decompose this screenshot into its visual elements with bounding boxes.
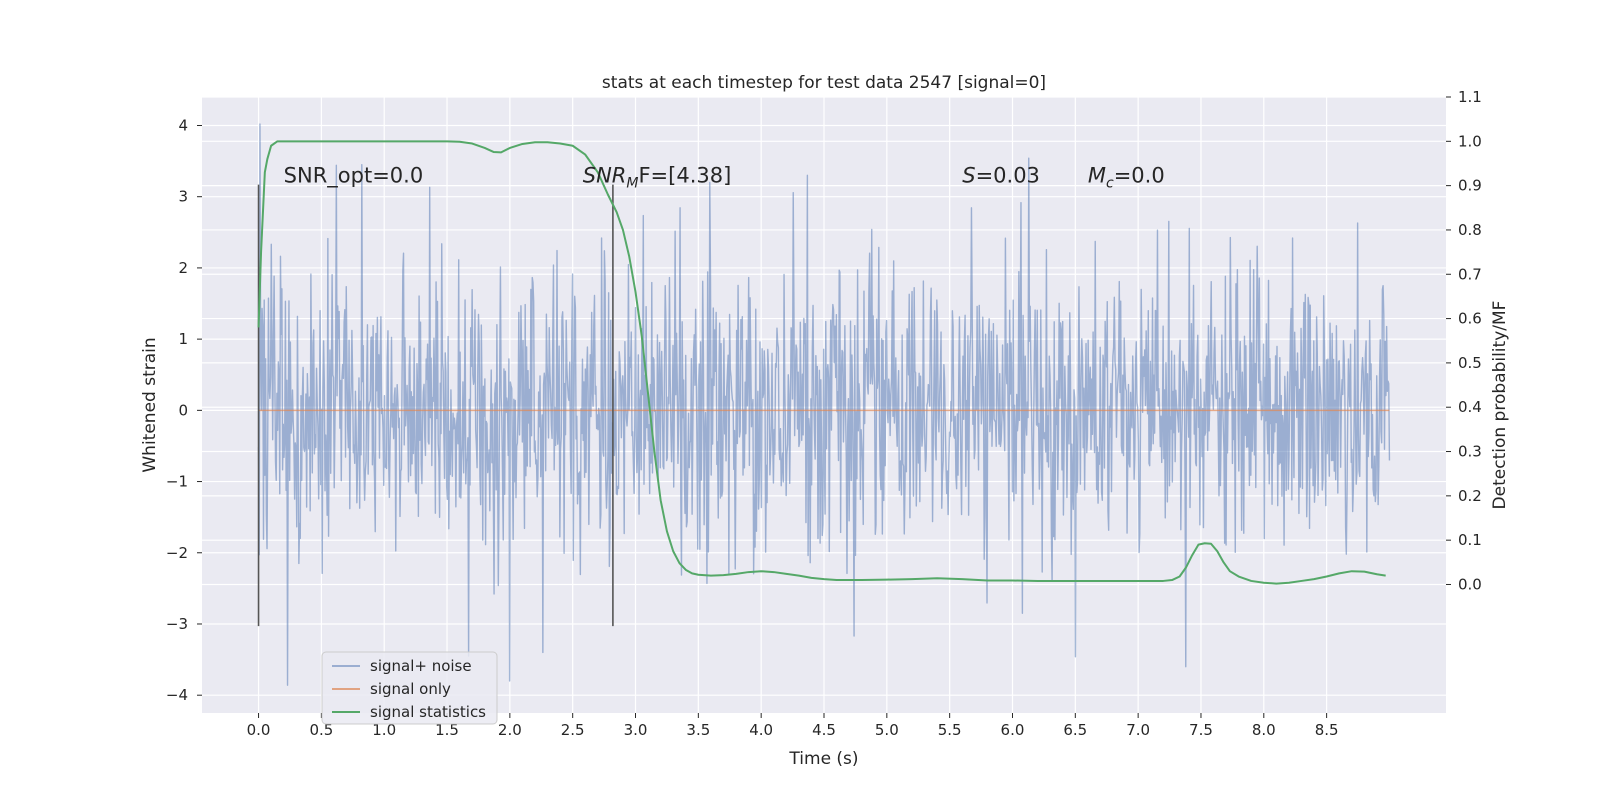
legend: signal+ noise signal only signal statistic… — [321, 651, 498, 725]
legend-box — [321, 651, 498, 725]
x-tick-label: 6.0 — [1001, 721, 1025, 739]
x-tick-label: 4.0 — [749, 721, 773, 739]
x-tick-label: 5.0 — [875, 721, 899, 739]
annotation-layer: SNR_opt=0.0 SNRMF=[4.38] S=0.03 Mc=0.0 — [284, 163, 1165, 191]
y2-tick-label: 0.4 — [1458, 398, 1482, 416]
x-axis-label: Time (s) — [788, 749, 858, 769]
annotation-math-rest: =0.03 — [976, 163, 1040, 187]
annotation-math-rest: F=[4.38] — [638, 163, 731, 187]
chart-title: stats at each timestep for test data 254… — [602, 73, 1046, 93]
x-tick-label: 4.5 — [812, 721, 836, 739]
annotation-text: S=0.03 — [962, 163, 1040, 187]
y-tick-label: −3 — [166, 615, 188, 633]
y2-tick-label: 0.6 — [1458, 310, 1482, 328]
legend-label: signal statistics — [370, 703, 486, 721]
x-tick-label: 0.5 — [309, 721, 333, 739]
y2-tick-label: 0.1 — [1458, 531, 1482, 549]
x-tick-label: 1.5 — [435, 721, 459, 739]
y-tick-label: −1 — [166, 473, 188, 491]
y2-axis-label: Detection probability/MF — [1490, 301, 1510, 510]
y-tick-label: 1 — [178, 330, 188, 348]
annotation-math-subscript: c — [1106, 175, 1114, 191]
y-tick-label: −4 — [166, 686, 188, 704]
y-tick-label: 4 — [178, 116, 188, 134]
y2-tick-label: 0.8 — [1458, 221, 1482, 239]
annotation-text: SNRMF=[4.38] — [583, 163, 732, 191]
x-tick-label: 3.0 — [624, 721, 648, 739]
x-tick-label: 8.0 — [1252, 721, 1276, 739]
annotation-math-base: S — [962, 163, 975, 187]
y2-tick-label: 1.0 — [1458, 132, 1482, 150]
series-signal-statistics — [257, 140, 1386, 585]
x-tick-label: 2.5 — [561, 721, 585, 739]
data-layer — [257, 123, 1391, 686]
y-axis-label: Whitened strain — [140, 337, 160, 472]
y2-tick-label: 0.0 — [1458, 575, 1482, 593]
y2-tick-label: 0.2 — [1458, 487, 1482, 505]
legend-label: signal only — [370, 680, 451, 698]
annotation-text: Mc=0.0 — [1088, 163, 1165, 191]
y-tick-label: 2 — [178, 259, 188, 277]
x-tick-label: 8.5 — [1315, 721, 1339, 739]
x-tick-label: 5.5 — [938, 721, 962, 739]
y-tick-label: 3 — [178, 188, 188, 206]
y2-tick-label: 1.1 — [1458, 88, 1482, 106]
x-tick-label: 6.5 — [1063, 721, 1087, 739]
annotation-math-subscript: M — [626, 175, 638, 191]
annotation-math-rest: =0.0 — [1114, 163, 1165, 187]
y-tick-label: −2 — [166, 544, 188, 562]
x-tick-label: 2.0 — [498, 721, 522, 739]
annotation-text: SNR_opt=0.0 — [284, 163, 424, 188]
x-tick-label: 3.5 — [686, 721, 710, 739]
y-tick-label: 0 — [178, 401, 188, 419]
tick-layer: 0.0 0.5 1.0 1.5 2.0 2.5 3.0 3.5 4.0 4.5 5.0 5.5 6.0 6… — [166, 88, 1482, 739]
y2-tick-label: 0.5 — [1458, 354, 1482, 372]
legend-label: signal+ noise — [370, 657, 472, 675]
y2-tick-label: 0.7 — [1458, 265, 1482, 283]
annotation-math-base: M — [1088, 163, 1106, 187]
y2-tick-label: 0.9 — [1458, 177, 1482, 195]
x-tick-label: 1.0 — [372, 721, 396, 739]
x-tick-label: 7.0 — [1126, 721, 1150, 739]
annotation-math-base: SNR — [583, 163, 627, 187]
series-signal-noise — [257, 123, 1391, 686]
x-tick-label: 0.0 — [247, 721, 271, 739]
y2-tick-label: 0.3 — [1458, 443, 1482, 461]
x-tick-label: 7.5 — [1189, 721, 1213, 739]
